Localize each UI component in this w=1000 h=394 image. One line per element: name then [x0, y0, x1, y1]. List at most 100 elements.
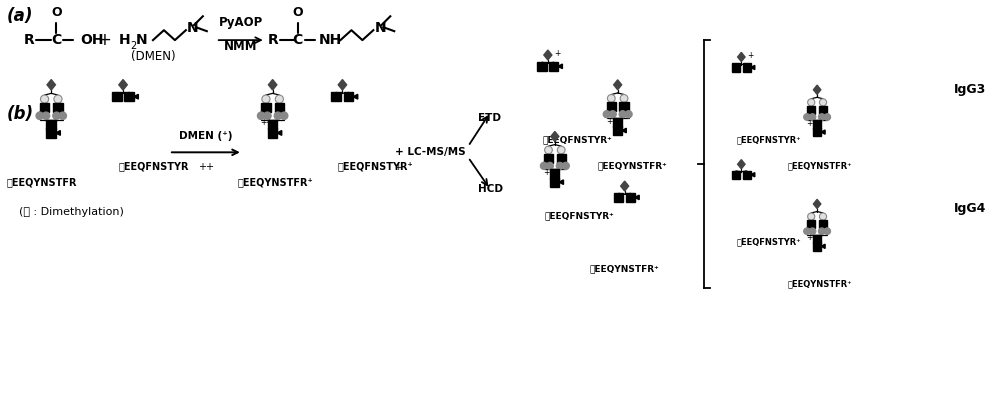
- Circle shape: [818, 113, 825, 121]
- Text: +: +: [394, 163, 402, 172]
- Text: N: N: [136, 33, 148, 47]
- Text: ⻮EEQFNSTYR: ⻮EEQFNSTYR: [118, 161, 189, 171]
- Polygon shape: [559, 180, 563, 184]
- Polygon shape: [53, 103, 63, 112]
- Text: +: +: [555, 49, 561, 58]
- Polygon shape: [813, 242, 821, 251]
- Circle shape: [59, 112, 67, 120]
- Circle shape: [824, 228, 831, 234]
- Polygon shape: [124, 92, 134, 102]
- Circle shape: [257, 112, 265, 120]
- Text: IgG3: IgG3: [954, 83, 986, 96]
- Polygon shape: [807, 220, 815, 228]
- Polygon shape: [551, 132, 559, 141]
- Text: O: O: [292, 6, 303, 19]
- Circle shape: [609, 111, 616, 118]
- Polygon shape: [353, 94, 358, 99]
- Circle shape: [264, 112, 271, 120]
- Polygon shape: [40, 103, 49, 112]
- Text: ⻮EEQYNSTFR⁺: ⻮EEQYNSTFR⁺: [590, 264, 660, 273]
- Text: NH: NH: [319, 33, 342, 47]
- Text: (⻮ : Dimethylation): (⻮ : Dimethylation): [19, 207, 124, 217]
- Text: ⻮EEQFNSTYR⁺: ⻮EEQFNSTYR⁺: [736, 237, 801, 246]
- Circle shape: [562, 162, 569, 169]
- Polygon shape: [819, 106, 827, 114]
- Polygon shape: [268, 80, 277, 90]
- Polygon shape: [821, 244, 825, 248]
- Polygon shape: [331, 92, 341, 102]
- Polygon shape: [275, 103, 284, 112]
- Text: ⻮EEQYNSTFR: ⻮EEQYNSTFR: [6, 177, 77, 187]
- Polygon shape: [338, 80, 347, 90]
- Polygon shape: [819, 220, 827, 228]
- Text: +: +: [748, 51, 754, 60]
- Text: R: R: [267, 33, 278, 47]
- Text: C: C: [292, 33, 303, 47]
- Text: DMEN (⁺): DMEN (⁺): [179, 131, 233, 141]
- Polygon shape: [621, 181, 629, 191]
- Polygon shape: [537, 62, 547, 71]
- Text: +: +: [807, 233, 813, 242]
- Text: PyAOP: PyAOP: [219, 16, 263, 29]
- Circle shape: [619, 111, 626, 118]
- Polygon shape: [813, 199, 821, 208]
- Polygon shape: [614, 193, 623, 202]
- Polygon shape: [732, 63, 740, 72]
- Circle shape: [540, 162, 548, 169]
- Circle shape: [824, 113, 831, 121]
- Polygon shape: [119, 80, 127, 90]
- Polygon shape: [268, 120, 277, 129]
- Polygon shape: [813, 85, 821, 95]
- Polygon shape: [558, 64, 562, 69]
- Polygon shape: [813, 128, 821, 136]
- Circle shape: [804, 113, 810, 121]
- Text: H: H: [119, 33, 131, 47]
- Circle shape: [275, 95, 283, 103]
- Polygon shape: [268, 128, 277, 138]
- Circle shape: [557, 146, 565, 154]
- Circle shape: [545, 146, 552, 154]
- Circle shape: [54, 95, 62, 103]
- Circle shape: [607, 95, 615, 102]
- Circle shape: [280, 112, 288, 120]
- Text: HCD: HCD: [478, 184, 503, 194]
- Circle shape: [804, 228, 810, 234]
- Circle shape: [808, 99, 815, 106]
- Polygon shape: [813, 121, 821, 129]
- Text: ⻮EEQYNSTFR⁺: ⻮EEQYNSTFR⁺: [598, 162, 667, 171]
- Text: ⻮EEQFNSTYR⁺: ⻮EEQFNSTYR⁺: [736, 135, 801, 144]
- Polygon shape: [738, 160, 745, 169]
- Polygon shape: [751, 65, 755, 70]
- Polygon shape: [46, 120, 56, 129]
- Circle shape: [53, 112, 60, 120]
- Circle shape: [40, 95, 49, 103]
- Text: 2: 2: [130, 41, 136, 51]
- Polygon shape: [607, 102, 616, 111]
- Text: R: R: [24, 33, 35, 47]
- Circle shape: [42, 112, 50, 120]
- Polygon shape: [751, 173, 755, 177]
- Text: N: N: [374, 21, 386, 35]
- Text: ⻮EEQFNSTYR⁺: ⻮EEQFNSTYR⁺: [337, 161, 413, 171]
- Polygon shape: [635, 195, 639, 200]
- Text: ++: ++: [198, 162, 214, 172]
- Polygon shape: [261, 103, 271, 112]
- Polygon shape: [613, 118, 622, 127]
- Circle shape: [262, 95, 270, 103]
- Circle shape: [625, 111, 632, 118]
- Text: N: N: [187, 21, 198, 35]
- Polygon shape: [549, 62, 558, 71]
- Text: IgG4: IgG4: [954, 203, 986, 216]
- Polygon shape: [46, 128, 56, 138]
- Text: ⻮EEQYNSTFR⁺: ⻮EEQYNSTFR⁺: [238, 177, 313, 187]
- Text: O: O: [51, 6, 62, 19]
- Text: ETD: ETD: [478, 113, 501, 123]
- Polygon shape: [277, 130, 282, 135]
- Polygon shape: [619, 102, 629, 111]
- Text: + LC-MS/MS: + LC-MS/MS: [395, 147, 466, 157]
- Polygon shape: [344, 92, 353, 102]
- Text: ⻮EEQFNSTYR⁺: ⻮EEQFNSTYR⁺: [543, 135, 613, 144]
- Polygon shape: [622, 128, 626, 133]
- Circle shape: [819, 213, 827, 220]
- Text: (b): (b): [6, 105, 34, 123]
